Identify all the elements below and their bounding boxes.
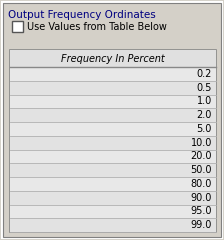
Text: 2.0: 2.0 <box>197 110 212 120</box>
Bar <box>10 163 216 177</box>
Bar <box>10 81 216 95</box>
Bar <box>10 177 216 191</box>
Text: 0.2: 0.2 <box>197 69 212 79</box>
Bar <box>10 150 216 163</box>
Bar <box>10 191 216 204</box>
Bar <box>10 50 216 67</box>
Bar <box>10 204 216 218</box>
Text: 5.0: 5.0 <box>197 124 212 134</box>
Bar <box>10 95 216 108</box>
Text: Use Values from Table Below: Use Values from Table Below <box>27 22 167 32</box>
Text: 20.0: 20.0 <box>190 151 212 161</box>
Text: Frequency In Percent: Frequency In Percent <box>61 54 165 64</box>
Text: 10.0: 10.0 <box>191 138 212 148</box>
Bar <box>10 218 216 232</box>
Text: 50.0: 50.0 <box>190 165 212 175</box>
Text: 99.0: 99.0 <box>191 220 212 230</box>
Text: 80.0: 80.0 <box>191 179 212 189</box>
Text: 1.0: 1.0 <box>197 96 212 106</box>
Text: 95.0: 95.0 <box>190 206 212 216</box>
Bar <box>12 21 23 32</box>
Bar <box>10 67 216 81</box>
Bar <box>10 108 216 122</box>
Text: 0.5: 0.5 <box>197 83 212 93</box>
Text: 90.0: 90.0 <box>191 193 212 203</box>
Text: Output Frequency Ordinates: Output Frequency Ordinates <box>8 10 156 20</box>
Bar <box>10 122 216 136</box>
Bar <box>10 136 216 150</box>
Bar <box>10 50 216 232</box>
